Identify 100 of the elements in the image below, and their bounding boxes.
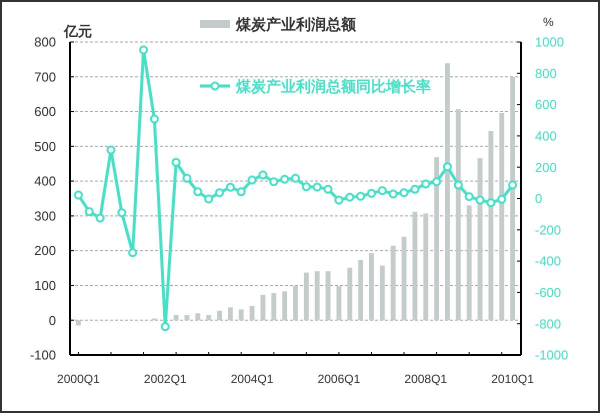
y2-tick-label: -600 [535, 284, 562, 300]
bar [445, 63, 450, 320]
bar [369, 253, 374, 320]
bar [195, 313, 200, 320]
point [410, 184, 420, 194]
point [269, 177, 278, 186]
point [248, 176, 257, 185]
x-tick-label: 2004Q1 [230, 372, 274, 386]
x-tick-label: 2006Q1 [318, 372, 361, 386]
y2-tick-label: -200 [535, 222, 562, 238]
bar [402, 236, 406, 320]
bar [271, 293, 276, 320]
point [432, 177, 442, 186]
y2-tick-label: 600 [535, 97, 557, 112]
point [312, 182, 322, 192]
legend-label: 煤炭产业利润总额同比增长率 [235, 77, 431, 96]
point [160, 322, 170, 332]
bar [358, 260, 364, 320]
y2-tick-label: 200 [535, 160, 557, 175]
y2-tick-label: 400 [535, 128, 557, 144]
point [421, 179, 430, 188]
y-tick-label: 400 [34, 174, 56, 189]
point [378, 186, 387, 196]
y-tick-label: 600 [34, 104, 56, 120]
bar [260, 294, 266, 320]
bar [250, 306, 255, 320]
point [182, 174, 192, 183]
bar [76, 320, 81, 326]
point [302, 182, 311, 192]
bar [238, 309, 244, 320]
bar [293, 286, 298, 320]
point [215, 188, 224, 198]
point [486, 198, 496, 208]
y2-tick-label: 1000 [535, 34, 564, 50]
y-axis-title: 亿元 [63, 23, 92, 39]
point [464, 192, 474, 202]
y-tick-label: 800 [34, 34, 56, 50]
bar [412, 212, 418, 320]
y2-tick-label: -800 [535, 316, 562, 332]
point [117, 208, 126, 218]
bar [488, 131, 494, 320]
bar [326, 271, 331, 320]
y2-tick-label: -1000 [535, 348, 568, 363]
point [388, 189, 398, 198]
x-tick-label: 2008Q1 [404, 372, 448, 386]
y-tick-label: 200 [34, 243, 56, 258]
point [84, 207, 94, 216]
point [74, 190, 83, 200]
y-tick-label: 0 [48, 312, 56, 328]
point [193, 187, 202, 196]
x-tick-label: 2002Q1 [144, 372, 187, 386]
bar [206, 315, 212, 320]
point [366, 188, 376, 198]
bar [228, 307, 233, 320]
point [454, 180, 463, 190]
bar [466, 205, 472, 320]
bar [380, 266, 385, 320]
point [334, 196, 344, 205]
point [476, 196, 485, 205]
y2-tick-label: 0 [535, 191, 542, 206]
point [204, 194, 214, 204]
bar [174, 315, 179, 320]
point [106, 145, 116, 154]
y-tick-label: 500 [34, 138, 56, 154]
bar [347, 268, 352, 320]
point [356, 192, 366, 201]
point [400, 188, 409, 198]
point [226, 182, 235, 192]
x-tick-label: 2010Q1 [491, 372, 534, 386]
legend-label: 煤炭产业利润总额 [235, 15, 357, 34]
point [172, 158, 181, 167]
bar [390, 246, 396, 320]
x-tick-label: 2000Q1 [57, 372, 100, 386]
y2-tick-label: -400 [535, 254, 562, 269]
y-tick-label: -100 [30, 348, 56, 363]
bar [282, 291, 288, 320]
point [324, 184, 333, 194]
point [258, 170, 268, 180]
bar [304, 272, 309, 320]
y-tick-label: 700 [34, 69, 56, 84]
point [280, 174, 290, 184]
bar [510, 77, 516, 320]
y-tick-label: 300 [34, 208, 56, 224]
bar [314, 271, 320, 320]
point [96, 214, 105, 223]
bar [478, 158, 482, 320]
bar [336, 286, 342, 320]
point [442, 162, 452, 172]
point [139, 45, 148, 54]
bar [217, 310, 222, 320]
bar [184, 315, 190, 320]
point [508, 180, 518, 190]
y2-tick-label: 800 [535, 66, 557, 81]
bar [423, 213, 428, 320]
y-tick-label: 100 [34, 278, 56, 293]
point [291, 174, 300, 183]
point [150, 114, 159, 124]
point [345, 192, 354, 202]
y2-axis-title: % [543, 15, 554, 29]
point [236, 187, 246, 196]
